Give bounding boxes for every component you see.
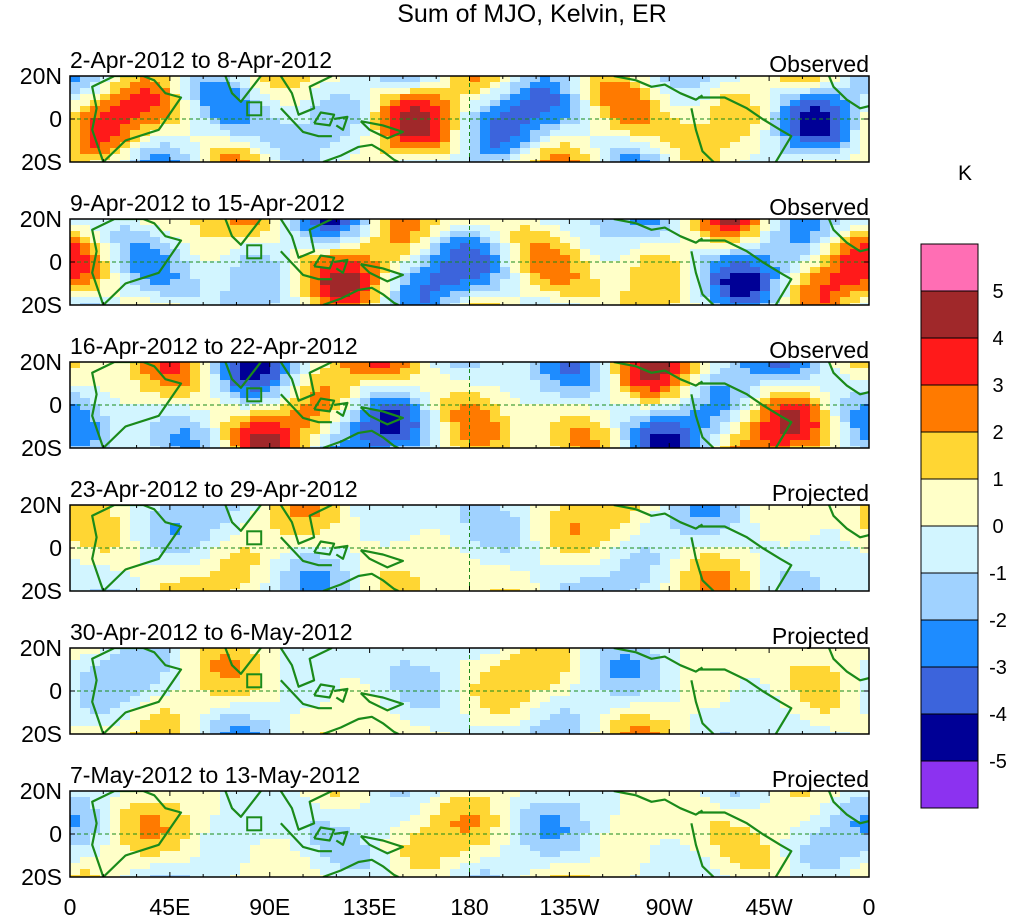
panel-period: 9-Apr-2012 to 15-Apr-2012 [70, 190, 345, 216]
x-tick-label: 90E [249, 894, 290, 920]
panel-status: Projected [772, 623, 869, 649]
colorbar-label: -5 [989, 751, 1007, 773]
panel-status: Projected [772, 766, 869, 792]
x-tick-label: 135E [343, 894, 397, 920]
panel-3: 20N 0 20S 16-Apr-2012 to 22-Apr-2012 Observe… [20, 333, 870, 461]
colorbar-label: 5 [992, 281, 1003, 303]
y-tick-label: 20S [21, 435, 62, 461]
x-tick-label: 180 [450, 894, 488, 920]
colorbar-swatch [920, 666, 979, 715]
x-axis: 0 45E 90E 135E 180 135W 90W 45W 0 [64, 894, 876, 920]
anomaly-field [70, 362, 869, 448]
colorbar-label: 0 [992, 516, 1003, 538]
chart-title: Sum of MJO, Kelvin, ER [397, 0, 667, 28]
colorbar-swatch [920, 525, 979, 574]
panel-period: 2-Apr-2012 to 8-Apr-2012 [70, 47, 332, 73]
y-tick-label: 20S [21, 149, 62, 175]
y-tick-label: 20N [20, 206, 62, 232]
x-tick-label: 45E [149, 894, 190, 920]
colorbar-swatch [920, 760, 979, 809]
anomaly-field [70, 505, 869, 591]
colorbar-label: -1 [989, 563, 1007, 585]
y-tick-label: 0 [49, 106, 62, 132]
y-tick-label: 20S [21, 864, 62, 890]
panel-status: Observed [769, 194, 869, 220]
colorbar: K 5 4 3 2 1 0 -1 -2 -3 -4 -5 [920, 162, 1007, 809]
colorbar-label: 2 [992, 422, 1003, 444]
colorbar-label: -2 [989, 610, 1007, 632]
y-tick-label: 20N [20, 492, 62, 518]
anomaly-field [70, 648, 869, 734]
y-tick-label: 0 [49, 678, 62, 704]
x-tick-label: 90W [646, 894, 694, 920]
colorbar-swatch [920, 384, 979, 433]
y-tick-label: 20N [20, 63, 62, 89]
colorbar-swatch [920, 337, 979, 386]
colorbar-swatch [920, 572, 979, 621]
anomaly-field [70, 791, 869, 877]
x-tick-label: 0 [863, 894, 876, 920]
colorbar-unit: K [958, 162, 972, 185]
colorbar-label: 3 [992, 375, 1003, 397]
colorbar-swatch [920, 431, 979, 480]
anomaly-field [70, 219, 869, 305]
colorbar-label: -4 [989, 704, 1007, 726]
panel-period: 16-Apr-2012 to 22-Apr-2012 [70, 333, 358, 359]
panel-period: 23-Apr-2012 to 29-Apr-2012 [70, 476, 358, 502]
x-tick-label: 45W [745, 894, 793, 920]
y-tick-label: 0 [49, 392, 62, 418]
colorbar-label: 4 [992, 328, 1003, 350]
y-tick-label: 20S [21, 721, 62, 747]
colorbar-swatch [920, 713, 979, 762]
colorbar-swatch [920, 290, 979, 339]
panel-status: Projected [772, 480, 869, 506]
colorbar-label: -3 [989, 657, 1007, 679]
panel-4: 20N 0 20S 23-Apr-2012 to 29-Apr-2012 Project… [20, 476, 870, 604]
colorbar-swatch [920, 478, 979, 527]
y-tick-label: 20S [21, 292, 62, 318]
y-tick-label: 0 [49, 535, 62, 561]
colorbar-label: 1 [992, 469, 1003, 491]
y-tick-label: 20N [20, 635, 62, 661]
y-tick-label: 0 [49, 821, 62, 847]
panel-2: 20N 0 20S 9-Apr-2012 to 15-Apr-2012 Observed [20, 190, 870, 318]
panel-6: 20N 0 20S 7-May-2012 to 13-May-2012 Projecte… [20, 762, 870, 890]
y-tick-label: 20N [20, 778, 62, 804]
panel-status: Observed [769, 337, 869, 363]
x-tick-label: 135W [539, 894, 599, 920]
y-tick-label: 20S [21, 578, 62, 604]
anomaly-field [70, 76, 869, 162]
x-tick-label: 0 [64, 894, 77, 920]
colorbar-swatch [920, 619, 979, 668]
panel-period: 30-Apr-2012 to 6-May-2012 [70, 619, 353, 645]
panel-5: 20N 0 20S 30-Apr-2012 to 6-May-2012 Projecte… [20, 619, 870, 747]
panel-1: 20N 0 20S 2-Apr-2012 to 8-Apr-2012 Observed [20, 47, 870, 175]
panel-status: Observed [769, 51, 869, 77]
y-tick-label: 0 [49, 249, 62, 275]
colorbar-swatch [920, 243, 979, 292]
panel-period: 7-May-2012 to 13-May-2012 [70, 762, 360, 788]
y-tick-label: 20N [20, 349, 62, 375]
